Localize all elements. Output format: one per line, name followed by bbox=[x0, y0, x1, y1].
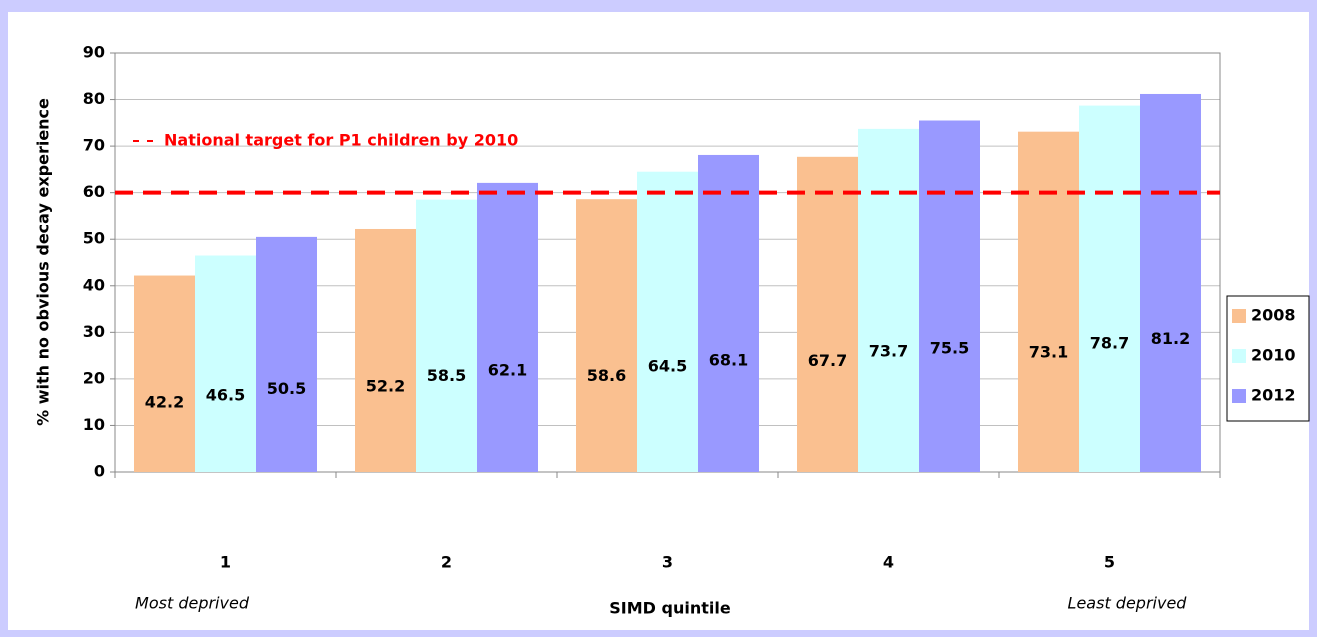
y-tick-label: 90 bbox=[83, 43, 105, 62]
bar bbox=[698, 154, 759, 472]
bar bbox=[477, 182, 538, 472]
y-tick-label: 10 bbox=[83, 415, 105, 434]
x-tick-label: 2 bbox=[441, 553, 452, 572]
bar bbox=[195, 255, 256, 472]
bar bbox=[797, 156, 858, 472]
data-label: 78.7 bbox=[1090, 333, 1129, 352]
y-tick-label: 0 bbox=[94, 462, 105, 481]
legend-label: 2008 bbox=[1251, 306, 1296, 325]
data-label: 68.1 bbox=[709, 351, 748, 370]
annotation: Most deprived bbox=[135, 594, 250, 613]
y-tick-label: 50 bbox=[83, 229, 105, 248]
data-label: 67.7 bbox=[808, 351, 847, 370]
data-label: 62.1 bbox=[488, 360, 527, 379]
x-tick-label: 3 bbox=[662, 553, 673, 572]
y-tick-label: 20 bbox=[83, 368, 105, 387]
data-label: 50.5 bbox=[267, 379, 306, 398]
data-label: 58.5 bbox=[427, 366, 466, 385]
legend-label: 2012 bbox=[1251, 386, 1296, 405]
bar bbox=[919, 120, 980, 472]
legend-swatch bbox=[1232, 309, 1246, 323]
bar bbox=[1140, 93, 1201, 473]
data-label: 64.5 bbox=[648, 356, 687, 375]
legend-swatch bbox=[1232, 349, 1246, 363]
y-tick-label: 70 bbox=[83, 136, 105, 155]
bar bbox=[1018, 131, 1079, 472]
y-tick-label: 30 bbox=[83, 322, 105, 341]
data-label: 73.7 bbox=[869, 341, 908, 360]
data-label: 73.1 bbox=[1029, 342, 1068, 361]
data-label: 58.6 bbox=[587, 366, 626, 385]
bar bbox=[256, 236, 317, 472]
y-axis-title: % with no obvious decay experience bbox=[34, 98, 53, 426]
x-tick-label: 1 bbox=[220, 553, 231, 572]
data-label: 42.2 bbox=[145, 393, 184, 412]
legend-label: 2010 bbox=[1251, 346, 1296, 365]
y-tick-label: 60 bbox=[83, 182, 105, 201]
data-label: 75.5 bbox=[930, 338, 969, 357]
bar bbox=[637, 171, 698, 472]
bar bbox=[416, 199, 477, 472]
bar bbox=[134, 275, 195, 472]
target-label: National target for P1 children by 2010 bbox=[164, 131, 518, 150]
bar bbox=[355, 228, 416, 472]
data-label: 52.2 bbox=[366, 376, 405, 395]
annotation: Least deprived bbox=[1068, 594, 1188, 613]
data-label: 46.5 bbox=[206, 386, 245, 405]
data-label: 81.2 bbox=[1151, 329, 1190, 348]
x-tick-label: 5 bbox=[1104, 553, 1115, 572]
legend-swatch bbox=[1232, 389, 1246, 403]
y-tick-label: 80 bbox=[83, 89, 105, 108]
bar bbox=[858, 128, 919, 472]
x-axis-title: SIMD quintile bbox=[609, 599, 731, 618]
y-tick-label: 40 bbox=[83, 275, 105, 294]
bar bbox=[1079, 105, 1140, 472]
x-tick-label: 4 bbox=[883, 553, 894, 572]
bar bbox=[576, 199, 637, 472]
